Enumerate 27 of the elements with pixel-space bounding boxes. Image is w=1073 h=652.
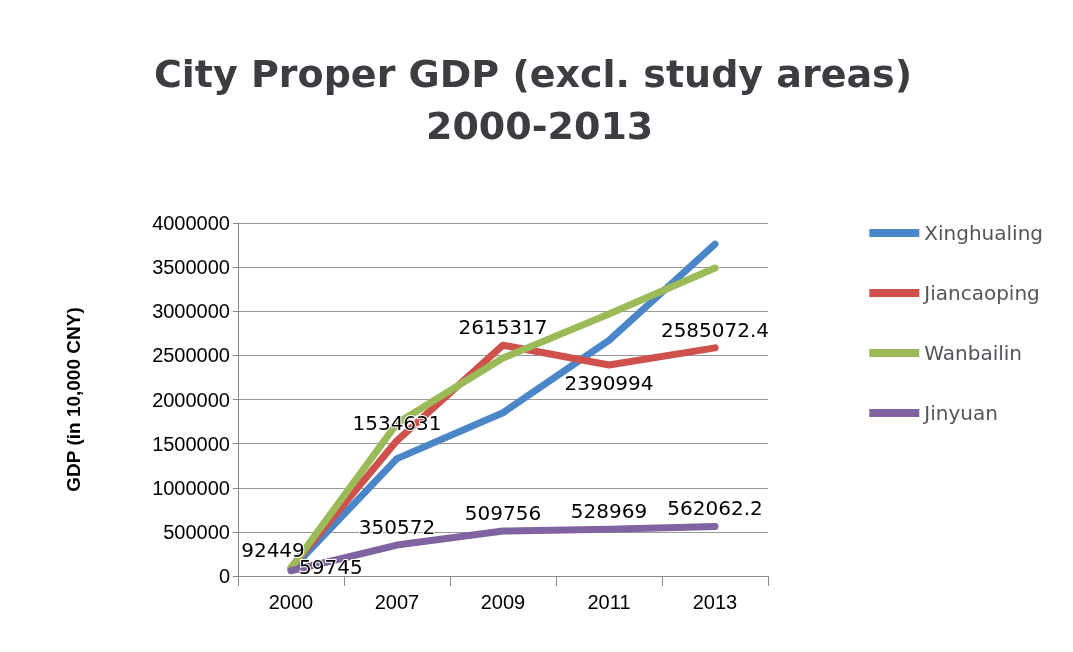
- x-tick-label: 2011: [587, 591, 631, 613]
- legend-label: Xinghualing: [924, 221, 1044, 245]
- legend-label: Wanbailin: [924, 341, 1023, 365]
- data-label: 350572: [358, 515, 436, 540]
- x-tick-label: 2007: [374, 591, 420, 613]
- y-tick-label: 500000: [163, 520, 230, 543]
- data-label: 528969: [570, 499, 648, 524]
- chart-title: City Proper GDP (excl. study areas) 2000-2013: [153, 52, 913, 148]
- data-label: 2615317: [458, 315, 548, 340]
- data-label: 2390994: [564, 370, 654, 395]
- y-tick-label: 3500000: [152, 256, 230, 279]
- y-tick-label: 1000000: [152, 476, 230, 499]
- y-tick-label: 2500000: [152, 344, 230, 367]
- legend-label: Jiancaoping: [922, 281, 1040, 305]
- y-tick-label: 2000000: [152, 388, 230, 411]
- y-tick-label: 1500000: [152, 432, 230, 455]
- y-tick-label: 3000000: [152, 300, 230, 323]
- data-label: 562062.2: [667, 496, 763, 521]
- x-tick-label: 2000: [268, 591, 314, 613]
- y-axis-title: GDP (in 10,000 CNY): [63, 307, 84, 492]
- x-tick-label: 2013: [692, 591, 738, 613]
- data-label: 509756: [464, 501, 542, 526]
- data-label: 2585072.4: [660, 317, 770, 342]
- y-tick-label: 0: [218, 565, 230, 587]
- legend-label: Jinyuan: [922, 401, 998, 425]
- x-tick-label: 2009: [480, 591, 526, 613]
- y-tick-label: 4000000: [152, 212, 230, 234]
